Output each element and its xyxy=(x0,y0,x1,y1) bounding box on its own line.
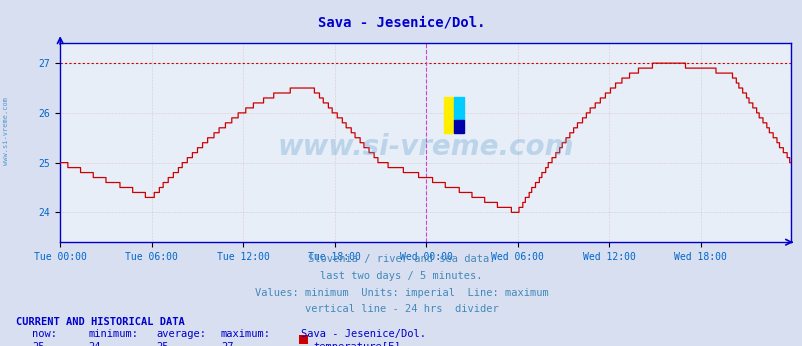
Text: vertical line - 24 hrs  divider: vertical line - 24 hrs divider xyxy=(304,304,498,314)
Text: CURRENT AND HISTORICAL DATA: CURRENT AND HISTORICAL DATA xyxy=(16,317,184,327)
Text: Sava - Jesenice/Dol.: Sava - Jesenice/Dol. xyxy=(318,16,484,29)
Text: minimum:: minimum: xyxy=(88,329,138,339)
Text: Sava - Jesenice/Dol.: Sava - Jesenice/Dol. xyxy=(301,329,426,339)
Text: www.si-vreme.com: www.si-vreme.com xyxy=(3,98,10,165)
Text: Slovenia / river and sea data.: Slovenia / river and sea data. xyxy=(307,254,495,264)
Text: last two days / 5 minutes.: last two days / 5 minutes. xyxy=(320,271,482,281)
Text: www.si-vreme.com: www.si-vreme.com xyxy=(277,133,573,161)
Text: maximum:: maximum: xyxy=(221,329,270,339)
Bar xyxy=(453,97,464,120)
Bar xyxy=(444,97,453,133)
Text: 27: 27 xyxy=(221,342,233,346)
Text: temperature[F]: temperature[F] xyxy=(313,342,400,346)
Bar xyxy=(453,120,464,133)
Text: 25: 25 xyxy=(156,342,169,346)
Text: 24: 24 xyxy=(88,342,101,346)
Text: average:: average: xyxy=(156,329,206,339)
Text: Values: minimum  Units: imperial  Line: maximum: Values: minimum Units: imperial Line: ma… xyxy=(254,288,548,298)
Text: now:: now: xyxy=(32,329,57,339)
Text: 25: 25 xyxy=(32,342,45,346)
